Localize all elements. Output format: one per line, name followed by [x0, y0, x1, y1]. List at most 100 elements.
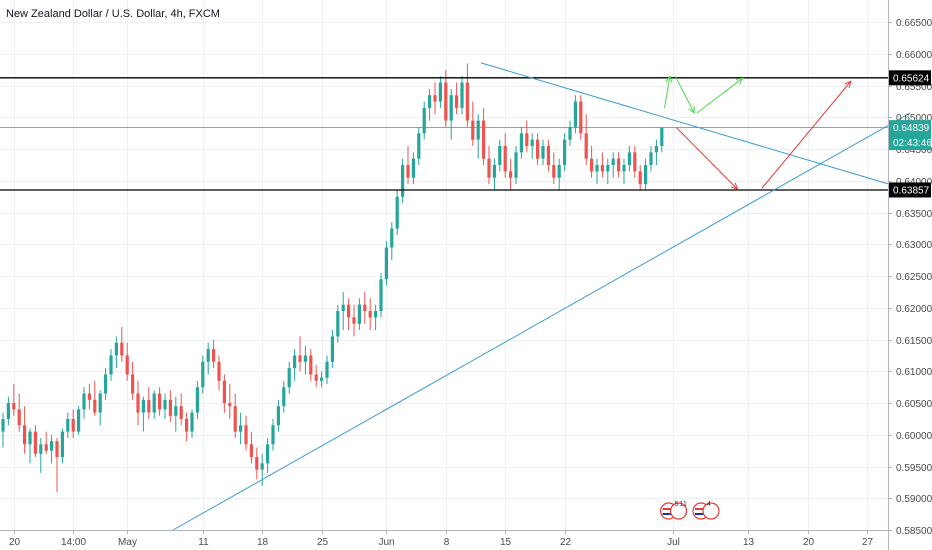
- candle: [449, 88, 453, 140]
- x-tick-label: 13: [743, 537, 755, 548]
- candle-body: [374, 311, 378, 318]
- candle: [660, 126, 664, 153]
- candle-body: [276, 406, 280, 426]
- y-tick-label: 0.65500: [896, 82, 932, 93]
- candle-body: [212, 349, 216, 362]
- candle-body: [50, 441, 54, 451]
- red-down-arrow[interactable]: [676, 127, 739, 190]
- candle: [298, 336, 302, 372]
- candle: [606, 158, 610, 185]
- candle: [33, 425, 37, 458]
- candle-body: [179, 406, 183, 419]
- candle-body: [77, 409, 81, 432]
- candle-body: [541, 145, 545, 159]
- candle-body: [190, 412, 194, 432]
- x-tick-label: 11: [198, 537, 209, 548]
- candle: [654, 139, 658, 166]
- candle: [276, 399, 280, 432]
- candle: [158, 387, 162, 416]
- candle-body: [98, 393, 102, 413]
- event-marker-layer: 5 11 4: [659, 501, 720, 520]
- candle: [509, 158, 513, 191]
- candle-body: [638, 171, 642, 185]
- candle-body: [530, 139, 534, 146]
- candle-body: [536, 139, 540, 159]
- descending-trendline[interactable]: [480, 62, 911, 191]
- candle: [249, 431, 253, 464]
- y-axis[interactable]: 0.665000.660000.655000.650000.645000.640…: [888, 18, 932, 537]
- candle-body: [606, 165, 610, 172]
- candle: [422, 101, 426, 140]
- candle-body: [303, 355, 307, 362]
- candle: [379, 272, 383, 318]
- candle: [185, 412, 189, 442]
- candle: [428, 88, 432, 121]
- price-tag-layer: 0.65624 0.64839 02:43:46 0.63857: [889, 70, 932, 198]
- event-count-label: 5: [675, 501, 679, 508]
- candle: [244, 415, 248, 451]
- candle-body: [255, 457, 259, 470]
- flag-icon: [669, 502, 688, 520]
- candle-body: [503, 145, 507, 172]
- candle: [147, 387, 151, 419]
- candle-body: [644, 165, 648, 185]
- price-tag: 02:43:46: [889, 134, 932, 150]
- candle: [525, 120, 529, 153]
- candle: [255, 447, 259, 480]
- green-up-2-arrow[interactable]: [696, 77, 744, 114]
- candle-body: [239, 425, 243, 432]
- candle: [633, 145, 637, 178]
- candle: [320, 371, 324, 388]
- candle: [336, 304, 340, 343]
- y-tick-label: 0.62000: [896, 304, 932, 315]
- candle-body: [336, 311, 340, 337]
- candle: [357, 298, 361, 331]
- price-tag-bg: [889, 182, 931, 198]
- candle: [352, 304, 356, 337]
- candle: [125, 342, 129, 381]
- candle-body: [174, 406, 178, 416]
- green-up-1-arrow[interactable]: [664, 75, 673, 108]
- arrow-shaft: [674, 75, 695, 114]
- candle-body: [395, 196, 399, 229]
- candle-body: [590, 158, 594, 172]
- x-tick-label: Jul: [667, 537, 680, 548]
- arrow-shaft: [676, 127, 738, 190]
- candle: [492, 158, 496, 191]
- candle-body: [363, 304, 367, 312]
- candle-body: [163, 399, 167, 410]
- candle-body: [185, 418, 189, 432]
- x-axis[interactable]: 20 14:00 May 11 18 25 Jun 8 15 22 Jul 13 20 27: [9, 530, 874, 548]
- candle-body: [93, 399, 97, 413]
- candle-body: [114, 342, 118, 356]
- candle-body: [152, 393, 156, 413]
- candle: [649, 145, 653, 172]
- candle: [563, 133, 567, 172]
- red-up-arrow[interactable]: [761, 80, 852, 189]
- price-tag: 0.64839: [889, 120, 931, 136]
- arrow-head: [735, 77, 744, 85]
- candle: [12, 384, 16, 416]
- candle: [114, 336, 118, 369]
- candle-body: [649, 152, 653, 166]
- candle: [438, 76, 442, 108]
- candle-body: [233, 406, 237, 432]
- candle-body: [595, 165, 599, 172]
- candle: [384, 241, 388, 286]
- candle-body: [428, 95, 432, 108]
- y-tick-label: 0.63500: [896, 209, 932, 220]
- green-down-arrow[interactable]: [674, 75, 695, 115]
- candle-body: [579, 101, 583, 134]
- candle-body: [471, 120, 475, 140]
- x-tick-label: 20: [803, 537, 815, 548]
- candle-body: [525, 133, 529, 146]
- candle: [579, 95, 583, 140]
- event-marker-icon[interactable]: 4: [692, 501, 720, 520]
- arrow-head: [730, 182, 739, 190]
- candle-body: [611, 158, 615, 166]
- candle-body: [195, 387, 199, 413]
- candle-body: [622, 165, 626, 172]
- candle: [433, 82, 437, 115]
- ascending-trendline[interactable]: [172, 112, 911, 531]
- event-marker-icon[interactable]: 5 11: [659, 501, 688, 520]
